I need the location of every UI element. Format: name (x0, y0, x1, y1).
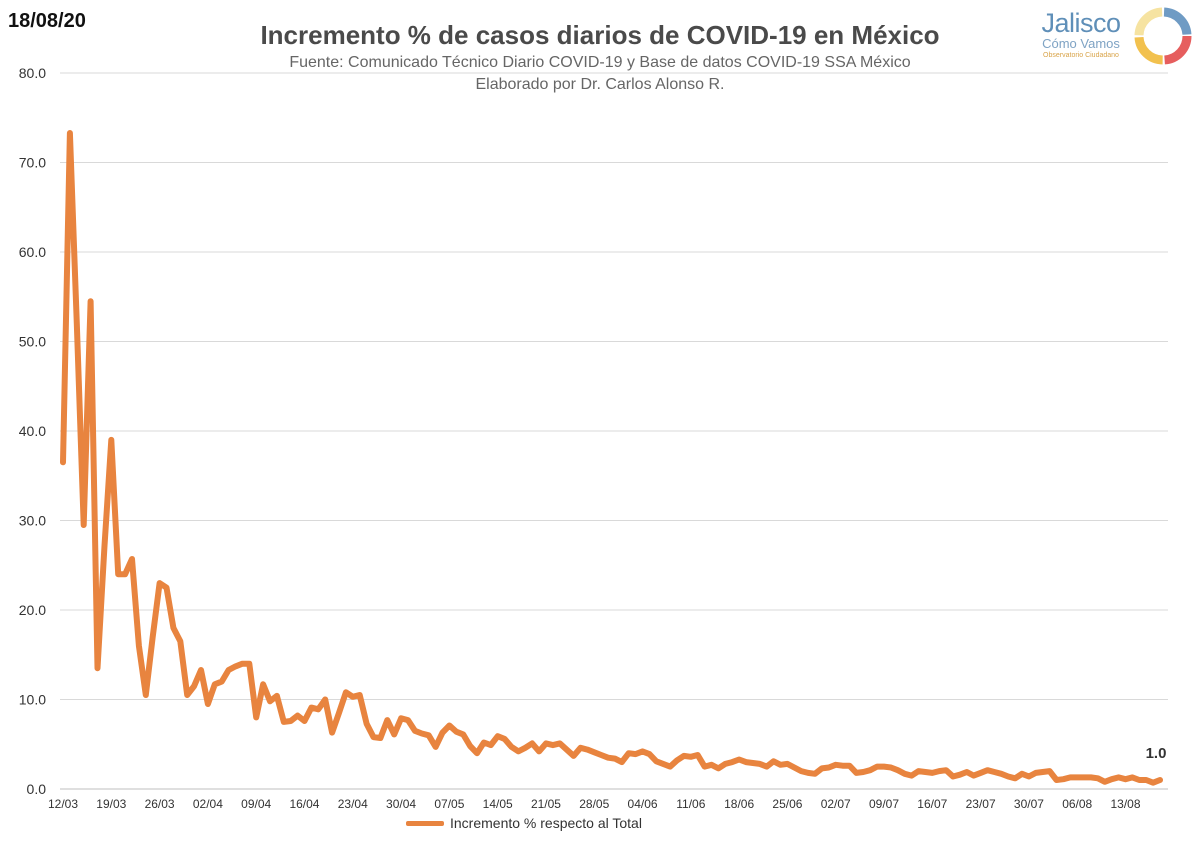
logo-word: Jalisco (1041, 8, 1121, 38)
x-tick-label: 23/07 (966, 797, 996, 811)
x-tick-label: 16/04 (289, 797, 319, 811)
x-tick-label: 09/04 (241, 797, 271, 811)
x-axis-ticks: 12/03 19/03 26/03 02/04 09/04 16/04 23/04 30/04… (48, 797, 1141, 811)
x-tick-label: 07/05 (434, 797, 464, 811)
series-line-incremento (60, 130, 1163, 786)
y-tick-label: 50.0 (19, 334, 46, 350)
y-tick-label: 30.0 (19, 513, 46, 529)
chart-subtitle-source: Fuente: Comunicado Técnico Diario COVID-… (289, 54, 911, 71)
x-tick-label: 21/05 (531, 797, 561, 811)
x-tick-label: 25/06 (772, 797, 802, 811)
x-tick-label: 30/04 (386, 797, 416, 811)
x-tick-label: 28/05 (579, 797, 609, 811)
x-tick-label: 04/06 (628, 797, 658, 811)
logo-ring-icon (1134, 7, 1192, 65)
legend-label: Incremento % respecto al Total (450, 815, 642, 831)
chart-legend: Incremento % respecto al Total (406, 813, 642, 833)
x-tick-label: 23/04 (338, 797, 368, 811)
x-tick-label: 19/03 (96, 797, 126, 811)
jalisco-como-vamos-logo: Jalisco Cómo Vamos Observatorio Ciudadan… (1030, 4, 1200, 68)
x-tick-label: 13/08 (1110, 797, 1140, 811)
date-stamp: 18/08/20 (8, 10, 86, 32)
data-label-last: 1.0 (1146, 745, 1167, 762)
x-tick-label: 16/07 (917, 797, 947, 811)
y-tick-label: 10.0 (19, 692, 46, 708)
data-points (63, 133, 1160, 783)
chart-subtitle-author: Elaborado por Dr. Carlos Alonso R. (475, 76, 725, 93)
grid-lines (60, 72, 1168, 790)
x-tick-label: 11/06 (676, 797, 705, 811)
x-tick-label: 09/07 (869, 797, 899, 811)
x-tick-label: 26/03 (145, 797, 175, 811)
x-tick-label: 30/07 (1014, 797, 1044, 811)
legend-swatch (406, 820, 444, 826)
y-tick-label: 20.0 (19, 602, 46, 618)
y-tick-label: 80.0 (19, 65, 46, 81)
x-tick-label: 06/08 (1062, 797, 1092, 811)
x-tick-label: 02/07 (821, 797, 851, 811)
y-tick-label: 60.0 (19, 244, 46, 260)
x-tick-label: 18/06 (724, 797, 754, 811)
logo-subword: Cómo Vamos (1042, 36, 1120, 51)
y-tick-label: 0.0 (27, 781, 47, 797)
x-tick-label: 02/04 (193, 797, 223, 811)
y-axis-ticks: 0.0 10.0 20.0 30.0 40.0 50.0 60.0 70.0 80.0 (19, 65, 46, 797)
series-layer (60, 130, 1163, 786)
chart-titles: Incremento % de casos diarios de COVID-1… (198, 18, 1002, 96)
logo-tagline: Observatorio Ciudadano (1043, 52, 1119, 59)
x-tick-label: 14/05 (483, 797, 513, 811)
x-tick-label: 12/03 (48, 797, 78, 811)
y-tick-label: 40.0 (19, 423, 46, 439)
chart-title: Incremento % de casos diarios de COVID-1… (260, 20, 940, 50)
y-tick-label: 70.0 (19, 155, 46, 171)
annotations: 1.0 (1146, 745, 1167, 762)
